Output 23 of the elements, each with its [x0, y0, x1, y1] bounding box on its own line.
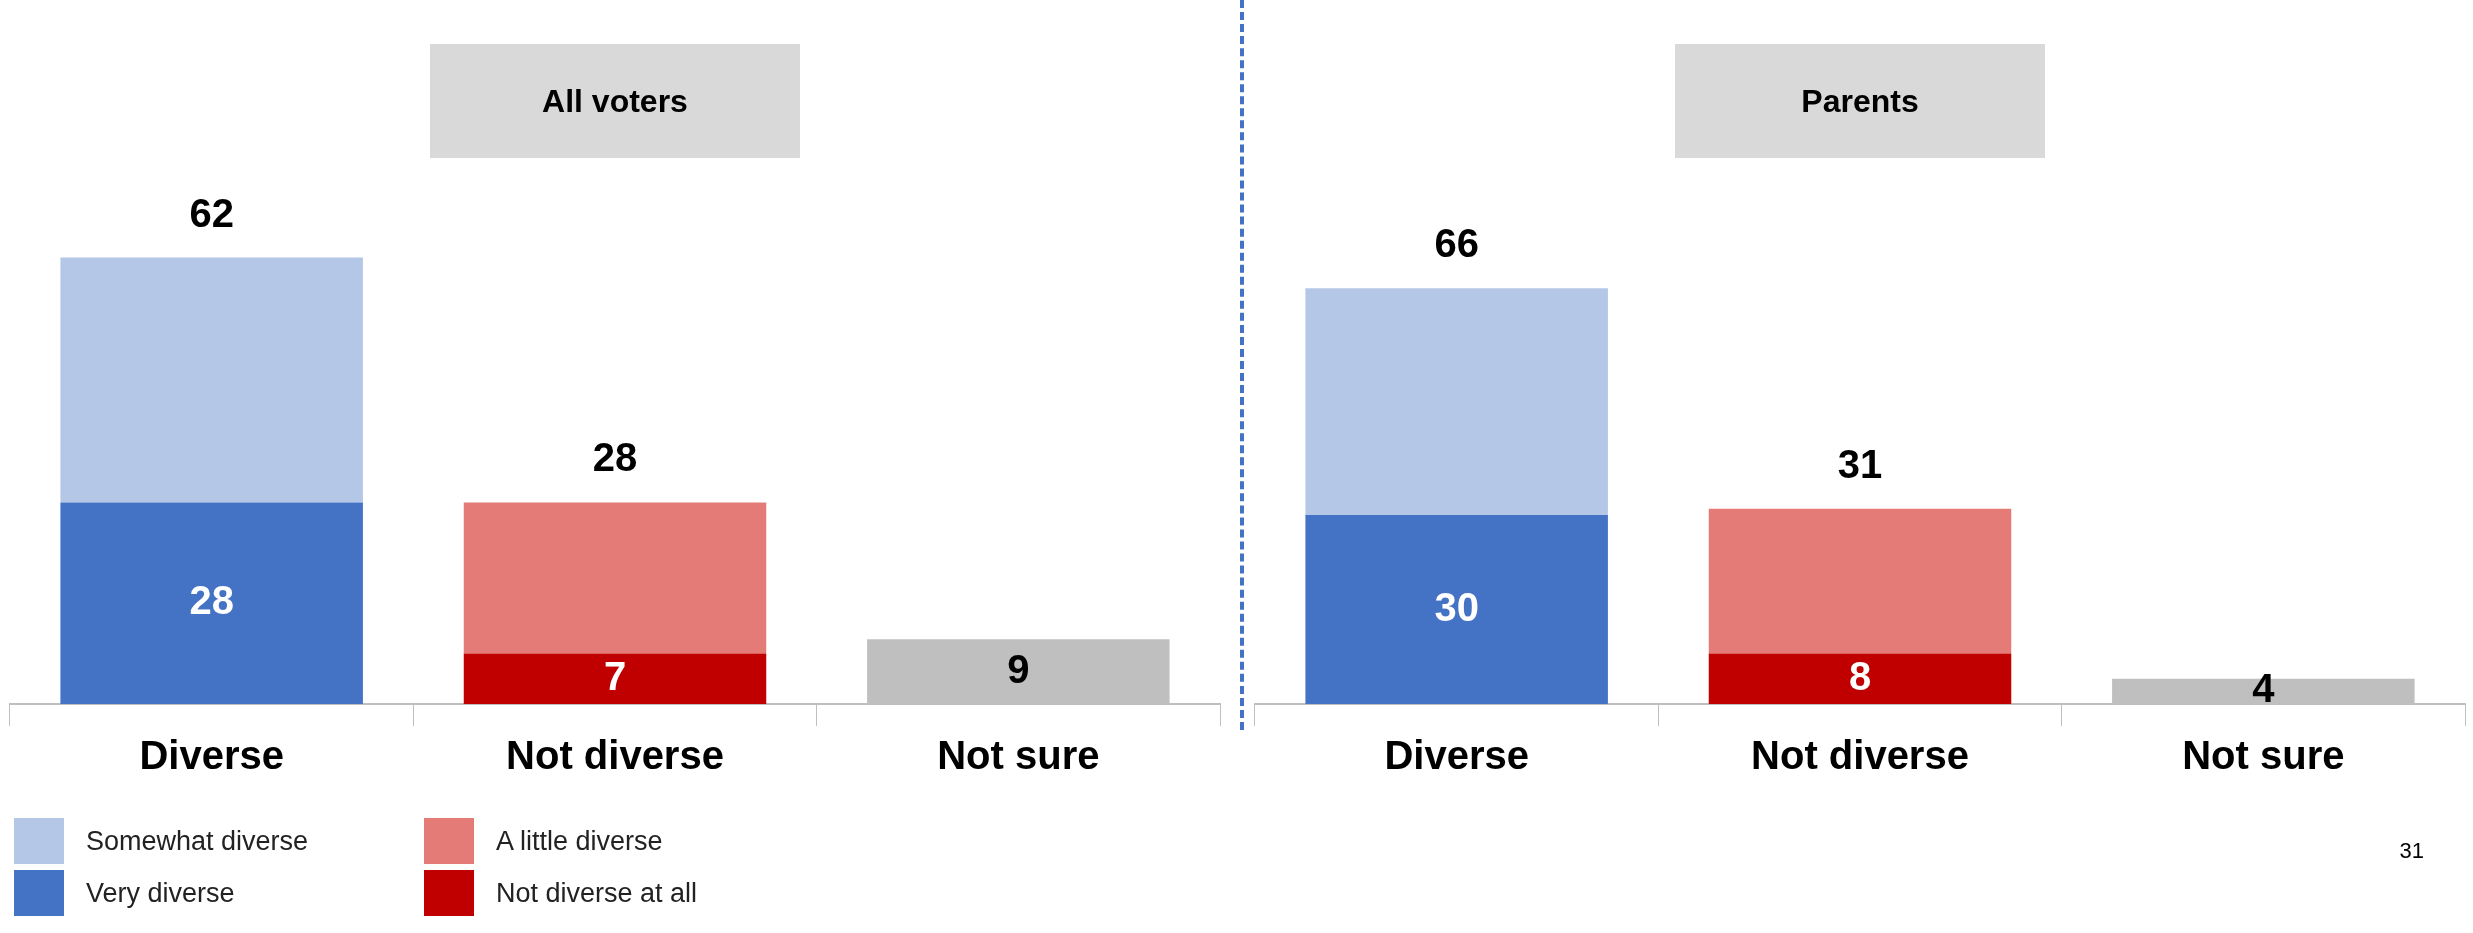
legend-label: Not diverse at all: [496, 877, 698, 909]
data-label: 30: [1434, 584, 1479, 629]
chart-title: Parents: [1675, 44, 2045, 158]
total-label: 31: [1837, 441, 1883, 486]
total-label: 66: [1434, 221, 1479, 266]
data-label: 28: [189, 578, 234, 623]
x-tick-label: Diverse: [1384, 733, 1529, 778]
data-label: 9: [1007, 646, 1030, 691]
x-tick-label: Not diverse: [1751, 733, 1969, 778]
data-label: 8: [1848, 653, 1872, 698]
legend-label: Somewhat diverse: [86, 825, 309, 857]
legend-label: Very diverse: [86, 877, 235, 909]
legend-label: A little diverse: [496, 825, 663, 857]
data-label: 7: [603, 653, 627, 698]
chart-title: All voters: [430, 44, 800, 158]
x-tick-label: Not diverse: [506, 733, 724, 778]
total-label: 62: [189, 190, 234, 235]
total-label: 28: [592, 435, 638, 480]
text: 31: [2399, 838, 2424, 864]
data-label: 4: [2252, 666, 2276, 711]
x-tick-label: Diverse: [139, 733, 284, 778]
x-tick-label: Not sure: [2182, 733, 2345, 778]
x-tick-label: Not sure: [937, 733, 1100, 778]
